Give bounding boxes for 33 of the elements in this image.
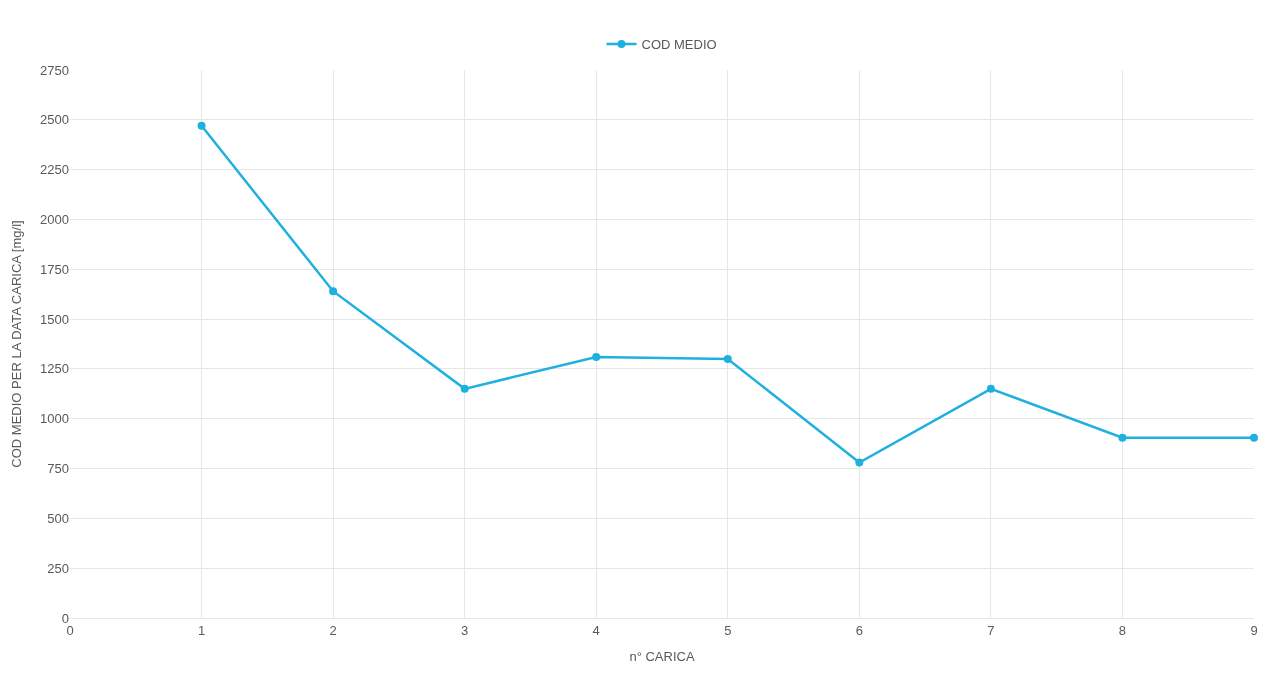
y-tick-label: 250 bbox=[47, 560, 69, 576]
y-tick-label: 2500 bbox=[40, 112, 69, 128]
y-tick-label: 2000 bbox=[40, 212, 69, 227]
point bbox=[723, 354, 732, 363]
point bbox=[1250, 433, 1258, 442]
x-tick-label: 4 bbox=[592, 622, 600, 638]
y-tick-label: 1500 bbox=[40, 311, 69, 327]
y-tick-label: 0 bbox=[61, 610, 69, 626]
point bbox=[855, 458, 864, 467]
x-tick-label: 1 bbox=[197, 622, 206, 638]
point bbox=[197, 121, 206, 130]
y-tick-label: 750 bbox=[47, 461, 69, 477]
x-tick-label: 2 bbox=[329, 622, 337, 638]
y-tick-label: 500 bbox=[47, 510, 69, 526]
y-tick-label: 1750 bbox=[40, 261, 69, 277]
x-tick-label: 8 bbox=[1118, 622, 1127, 638]
y-tick-label: 1250 bbox=[40, 361, 69, 377]
point bbox=[592, 352, 601, 361]
x-tick-label: 6 bbox=[855, 622, 863, 638]
y-tick-label: 2750 bbox=[40, 62, 69, 78]
x-tick-label: 3 bbox=[461, 622, 469, 638]
legend-label: COD MEDIO bbox=[641, 37, 717, 53]
x-tick-label: 9 bbox=[1250, 622, 1258, 638]
point bbox=[1118, 433, 1127, 442]
point bbox=[460, 384, 469, 393]
y-axis-title: COD MEDIO PER LA DATA CARICA [mg/l] bbox=[9, 220, 25, 468]
point bbox=[986, 384, 995, 393]
y-tick-label: 2250 bbox=[40, 162, 69, 178]
x-tick-label: 7 bbox=[987, 622, 995, 638]
y-tick-label: 1000 bbox=[40, 411, 69, 427]
point bbox=[329, 287, 338, 296]
x-axis-title: n° CARICA bbox=[629, 649, 695, 665]
x-tick-label: 5 bbox=[724, 622, 732, 638]
